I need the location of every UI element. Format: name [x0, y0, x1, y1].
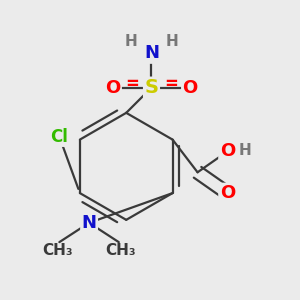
- Text: H: H: [238, 143, 251, 158]
- Text: H: H: [165, 34, 178, 49]
- Text: O: O: [220, 184, 235, 202]
- Text: N: N: [82, 214, 97, 232]
- Text: H: H: [125, 34, 138, 49]
- Text: O: O: [182, 79, 198, 97]
- Text: CH₃: CH₃: [105, 243, 136, 258]
- Text: S: S: [145, 78, 158, 97]
- Text: =: =: [164, 75, 178, 93]
- Text: CH₃: CH₃: [43, 243, 73, 258]
- Text: Cl: Cl: [50, 128, 68, 146]
- Text: O: O: [220, 142, 235, 160]
- Text: =: =: [125, 75, 139, 93]
- Text: O: O: [105, 79, 121, 97]
- Text: N: N: [144, 44, 159, 62]
